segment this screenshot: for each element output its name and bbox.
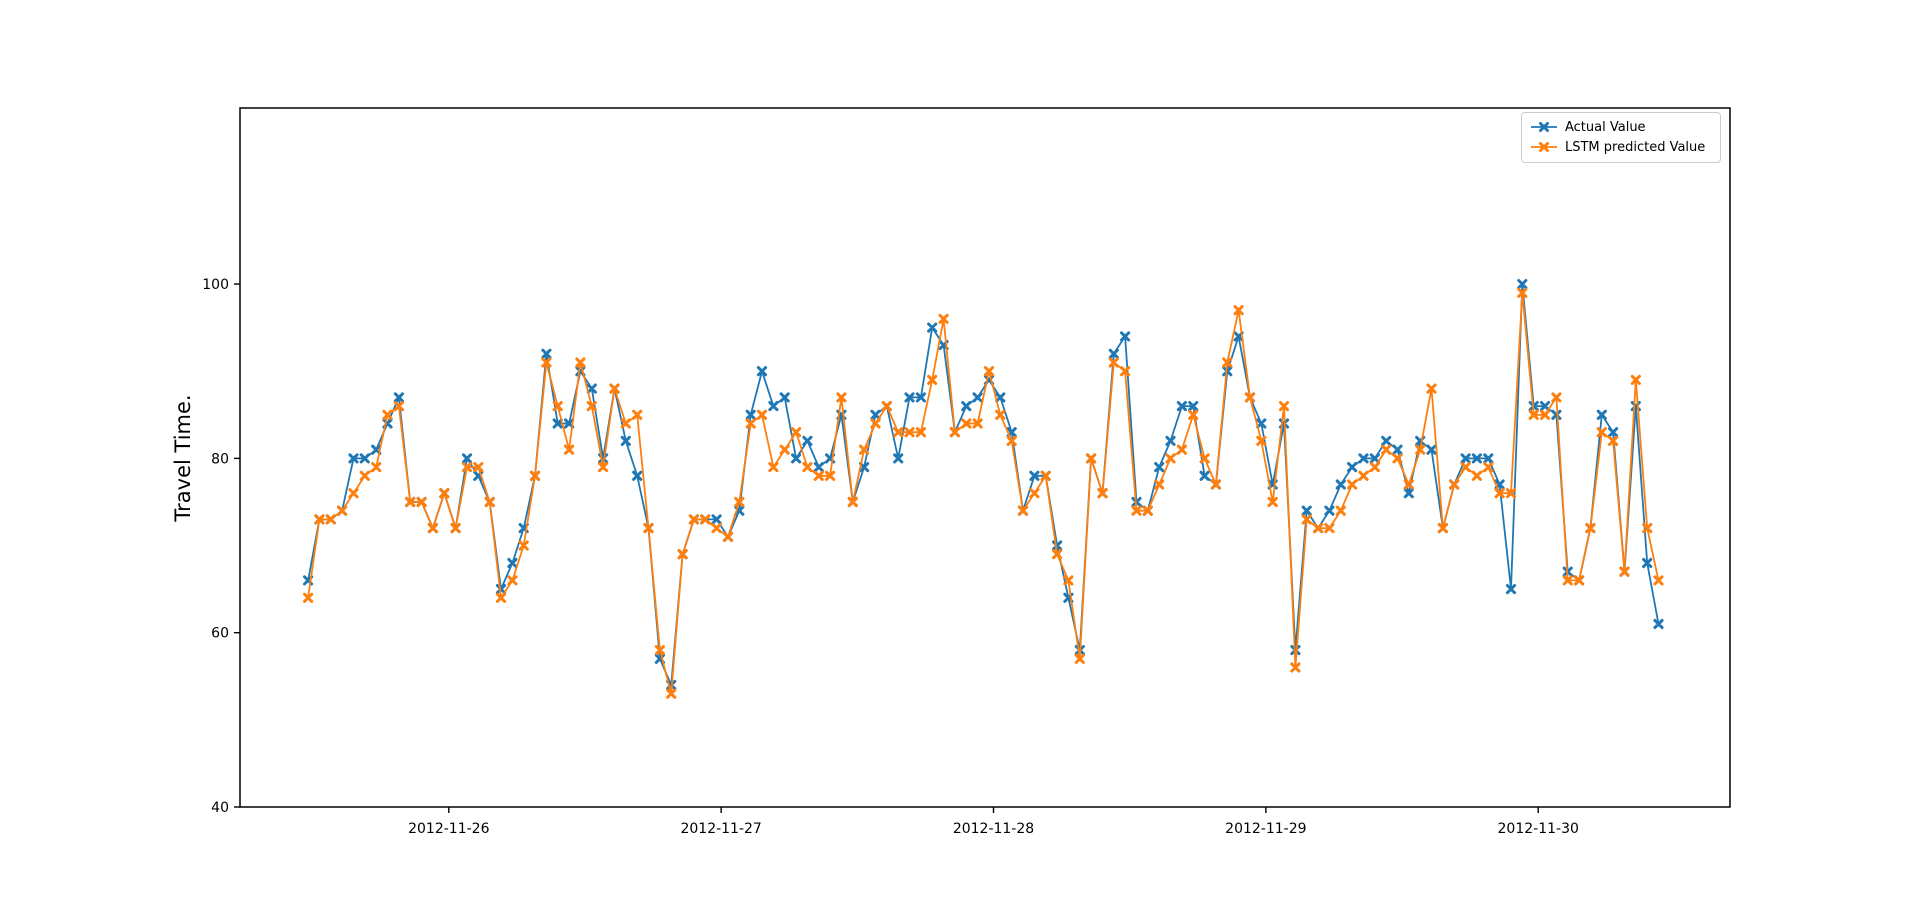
series-line-lstm <box>307 291 1660 695</box>
legend-entry-lstm: LSTM predicted Value <box>1530 137 1712 157</box>
x-tick-label: 2012-11-30 <box>1498 821 1579 837</box>
legend-entry-actual: Actual Value <box>1530 117 1712 137</box>
y-tick-label: 60 <box>211 626 229 642</box>
legend-label-lstm: LSTM predicted Value <box>1565 139 1706 155</box>
legend-swatch-actual-icon <box>1531 122 1557 132</box>
y-axis-label: Travel Time. <box>171 394 195 522</box>
x-tick-label: 2012-11-29 <box>1225 821 1306 837</box>
y-tick-label: 100 <box>202 277 229 293</box>
legend-swatch-lstm-icon <box>1531 142 1557 152</box>
legend-label-actual: Actual Value <box>1565 119 1646 135</box>
x-tick-label: 2012-11-27 <box>680 821 761 837</box>
y-tick-label: 40 <box>211 800 229 816</box>
x-tick-label: 2012-11-26 <box>408 821 489 837</box>
x-tick-label: 2012-11-28 <box>953 821 1034 837</box>
y-tick-label: 80 <box>211 451 229 467</box>
series-markers-lstm <box>303 287 1664 699</box>
legend: Actual Value LSTM predicted Value <box>1521 112 1721 163</box>
axes-spines <box>239 107 1731 808</box>
series-markers-actual <box>303 279 1664 691</box>
